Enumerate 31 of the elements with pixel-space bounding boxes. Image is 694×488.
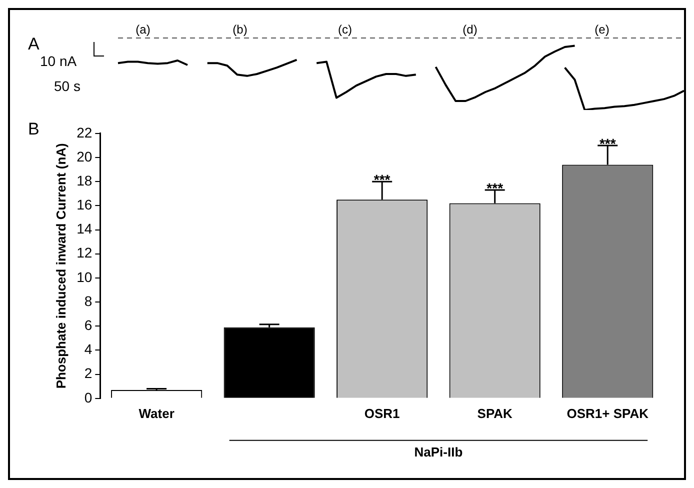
y-axis-title: Phosphate induced inward Current (nA) xyxy=(53,143,68,389)
x-tick-label: Water xyxy=(138,406,174,421)
y-tick-label: 16 xyxy=(76,196,92,213)
y-tick-label: 4 xyxy=(84,341,92,358)
y-tick-label: 18 xyxy=(76,172,92,188)
text: (c) xyxy=(338,22,352,36)
text: (e) xyxy=(594,22,610,36)
x-tick-label: SPAK xyxy=(477,406,514,421)
x-tick-label: OSR1+ SPAK xyxy=(566,406,650,421)
text: (a) xyxy=(136,22,150,36)
text: NaPi-IIb xyxy=(414,444,463,460)
text: (b) xyxy=(232,22,248,36)
text: B xyxy=(28,120,40,139)
y-tick-label: 12 xyxy=(76,244,92,261)
y-tick-label: 0 xyxy=(84,389,92,406)
y-tick-label: 14 xyxy=(76,220,92,237)
y-tick-label: 2 xyxy=(84,365,92,382)
y-tick-label: 6 xyxy=(84,316,92,333)
x-tick-label: OSR1 xyxy=(364,406,400,421)
annotation: *** xyxy=(374,171,391,188)
annotation: *** xyxy=(599,135,616,152)
text: (d) xyxy=(462,22,478,36)
text: 50 s xyxy=(54,78,80,94)
text: A xyxy=(28,34,40,54)
annotation: *** xyxy=(486,180,504,196)
y-tick-label: 22 xyxy=(76,124,92,140)
y-tick-label: 20 xyxy=(76,148,92,164)
y-tick-label: 10 xyxy=(76,268,92,285)
text: 10 nA xyxy=(40,52,78,69)
bar xyxy=(224,327,315,398)
y-tick-label: 8 xyxy=(84,292,92,309)
